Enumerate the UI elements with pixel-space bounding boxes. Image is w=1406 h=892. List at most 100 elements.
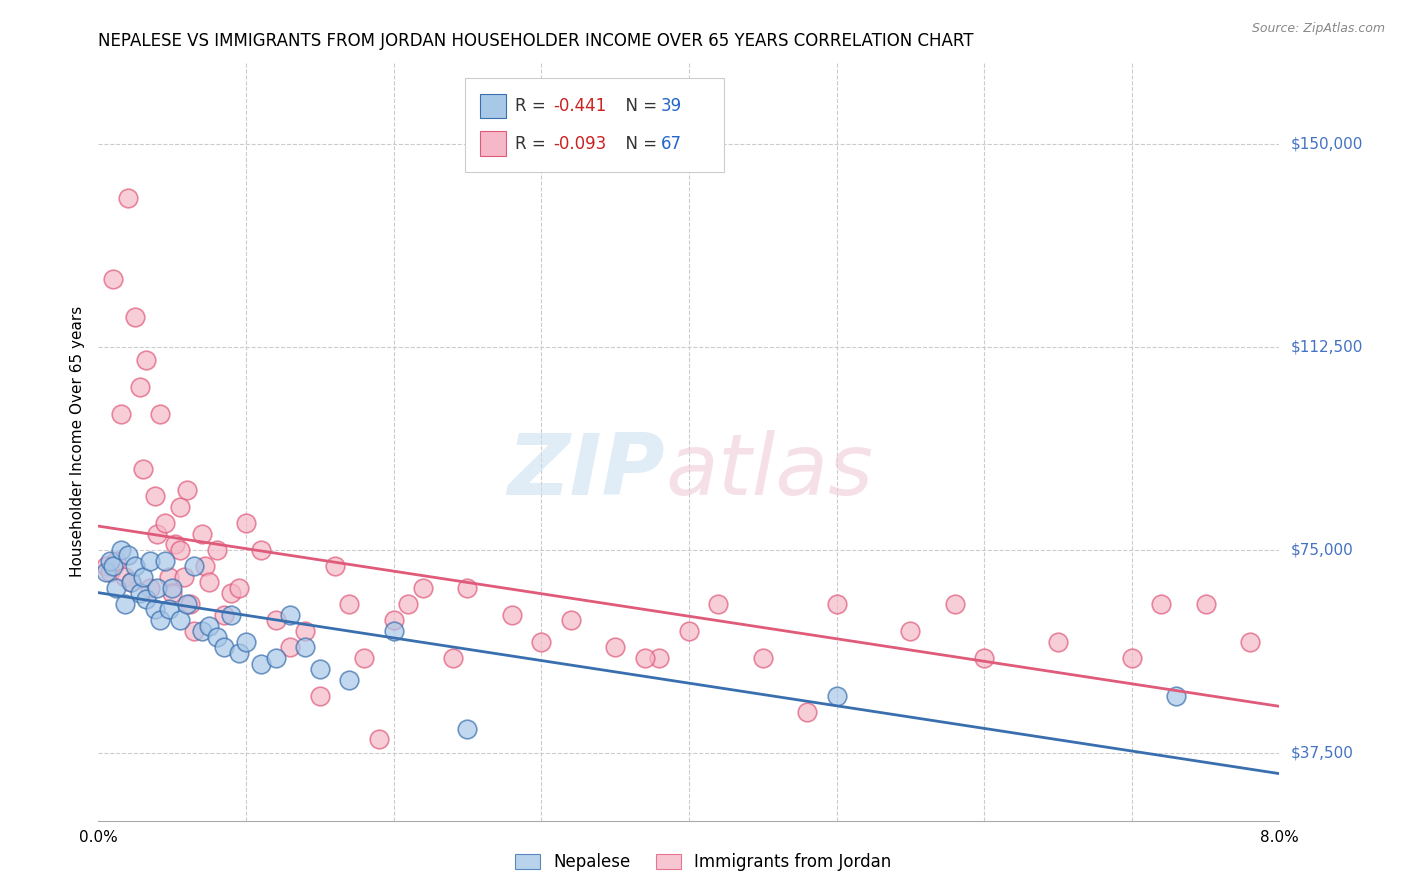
Point	[149, 408, 172, 422]
Point	[221, 586, 243, 600]
Point	[250, 657, 273, 671]
Text: 39: 39	[661, 96, 682, 115]
Point	[94, 565, 117, 579]
Point	[103, 272, 125, 286]
Point	[143, 602, 166, 616]
Point	[143, 489, 166, 503]
Point	[212, 607, 235, 622]
Point	[228, 646, 250, 660]
Point	[169, 500, 191, 514]
Point	[250, 542, 273, 557]
Point	[98, 565, 121, 579]
FancyBboxPatch shape	[464, 78, 724, 172]
Point	[294, 640, 316, 655]
Point	[110, 408, 132, 422]
Text: $112,500: $112,500	[1291, 339, 1362, 354]
Point	[221, 607, 243, 622]
Point	[1195, 597, 1218, 611]
Point	[1046, 635, 1070, 649]
Point	[264, 651, 287, 665]
Point	[132, 570, 155, 584]
Point	[398, 597, 420, 611]
Point	[648, 651, 671, 665]
Point	[191, 624, 214, 639]
Point	[94, 559, 117, 574]
Text: NEPALESE VS IMMIGRANTS FROM JORDAN HOUSEHOLDER INCOME OVER 65 YEARS CORRELATION : NEPALESE VS IMMIGRANTS FROM JORDAN HOUSE…	[98, 32, 974, 50]
Point	[153, 554, 176, 568]
Point	[128, 380, 150, 394]
Point	[146, 581, 169, 595]
Point	[339, 673, 361, 687]
Point	[368, 732, 391, 747]
Point	[309, 689, 332, 703]
Point	[323, 559, 346, 574]
Point	[139, 554, 162, 568]
Point	[146, 526, 169, 541]
Point	[135, 353, 157, 368]
Point	[560, 613, 582, 627]
FancyBboxPatch shape	[479, 131, 506, 156]
Point	[294, 624, 316, 639]
Point	[149, 613, 172, 627]
Legend: Nepalese, Immigrants from Jordan: Nepalese, Immigrants from Jordan	[506, 845, 900, 880]
Point	[900, 624, 922, 639]
Point	[228, 581, 250, 595]
Text: atlas: atlas	[665, 430, 873, 514]
Point	[139, 581, 162, 595]
Point	[120, 575, 142, 590]
Point	[114, 570, 136, 584]
Point	[205, 630, 228, 644]
Point	[825, 597, 848, 611]
Y-axis label: Householder Income Over 65 years: Householder Income Over 65 years	[69, 306, 84, 577]
Text: ZIP: ZIP	[508, 430, 665, 514]
Point	[157, 602, 180, 616]
Point	[382, 613, 405, 627]
Point	[194, 559, 217, 574]
Point	[382, 624, 405, 639]
FancyBboxPatch shape	[479, 94, 506, 118]
Point	[117, 191, 139, 205]
Point	[678, 624, 700, 639]
Point	[135, 591, 157, 606]
Point	[235, 516, 257, 530]
Point	[169, 613, 191, 627]
Point	[191, 526, 214, 541]
Text: -0.441: -0.441	[553, 96, 606, 115]
Text: 67: 67	[661, 135, 682, 153]
Point	[943, 597, 966, 611]
Text: N =: N =	[614, 96, 662, 115]
Point	[1150, 597, 1173, 611]
Point	[280, 607, 302, 622]
Text: $75,000: $75,000	[1291, 542, 1354, 558]
Text: -0.093: -0.093	[553, 135, 606, 153]
Point	[605, 640, 627, 655]
Point	[198, 618, 221, 632]
Point	[825, 689, 848, 703]
Point	[120, 575, 142, 590]
Point	[205, 542, 228, 557]
Point	[212, 640, 235, 655]
Point	[1166, 689, 1188, 703]
Point	[235, 635, 257, 649]
Point	[114, 597, 136, 611]
Point	[1121, 651, 1143, 665]
Point	[1239, 635, 1261, 649]
Point	[752, 651, 775, 665]
Point	[165, 537, 187, 551]
Point	[309, 662, 332, 676]
Point	[353, 651, 375, 665]
Text: Source: ZipAtlas.com: Source: ZipAtlas.com	[1251, 22, 1385, 36]
Point	[707, 597, 730, 611]
Text: $150,000: $150,000	[1291, 136, 1362, 151]
Point	[176, 483, 198, 498]
Point	[973, 651, 995, 665]
Point	[117, 548, 139, 563]
Point	[105, 554, 128, 568]
Point	[179, 597, 201, 611]
Point	[457, 581, 479, 595]
Point	[412, 581, 434, 595]
Point	[457, 722, 479, 736]
Point	[98, 554, 121, 568]
Point	[339, 597, 361, 611]
Point	[634, 651, 657, 665]
